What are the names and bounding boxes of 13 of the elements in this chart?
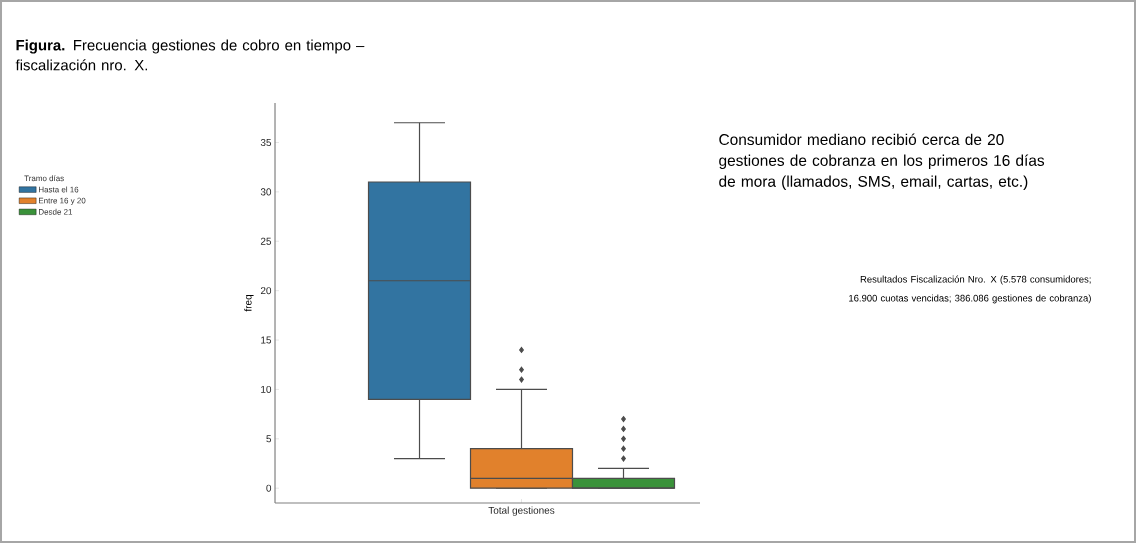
y-tick-label: 20 <box>260 287 272 295</box>
y-tick-label: 0 <box>266 484 272 492</box>
y-tick-label: 5 <box>266 435 272 443</box>
y-tick-label: 35 <box>260 138 272 147</box>
y-tick-label: 10 <box>261 385 272 393</box>
x-tick-label: Total gestiones <box>488 506 555 516</box>
chart-title: Figura. Frecuencia gestiones de cobro en tiempo – fiscalización nro. X. <box>15 39 365 71</box>
y-axis-title: freq <box>244 295 254 312</box>
y-tick-label: 30 <box>260 188 272 196</box>
text: Resultados Fiscalización Nro. X (5.578 consumidores; 16.900 cuotas vencidas; 386.086 gestiones de cobranza) <box>849 275 1091 304</box>
y-tick-label: 25 <box>260 237 272 245</box>
y-tick-label: 15 <box>261 336 272 344</box>
text: Consumidor mediano recibió cerca de 20 gestiones de cobranza en los primeros 16 días de mora (llamados, SMS, email, cartas, etc.) <box>719 133 1045 190</box>
